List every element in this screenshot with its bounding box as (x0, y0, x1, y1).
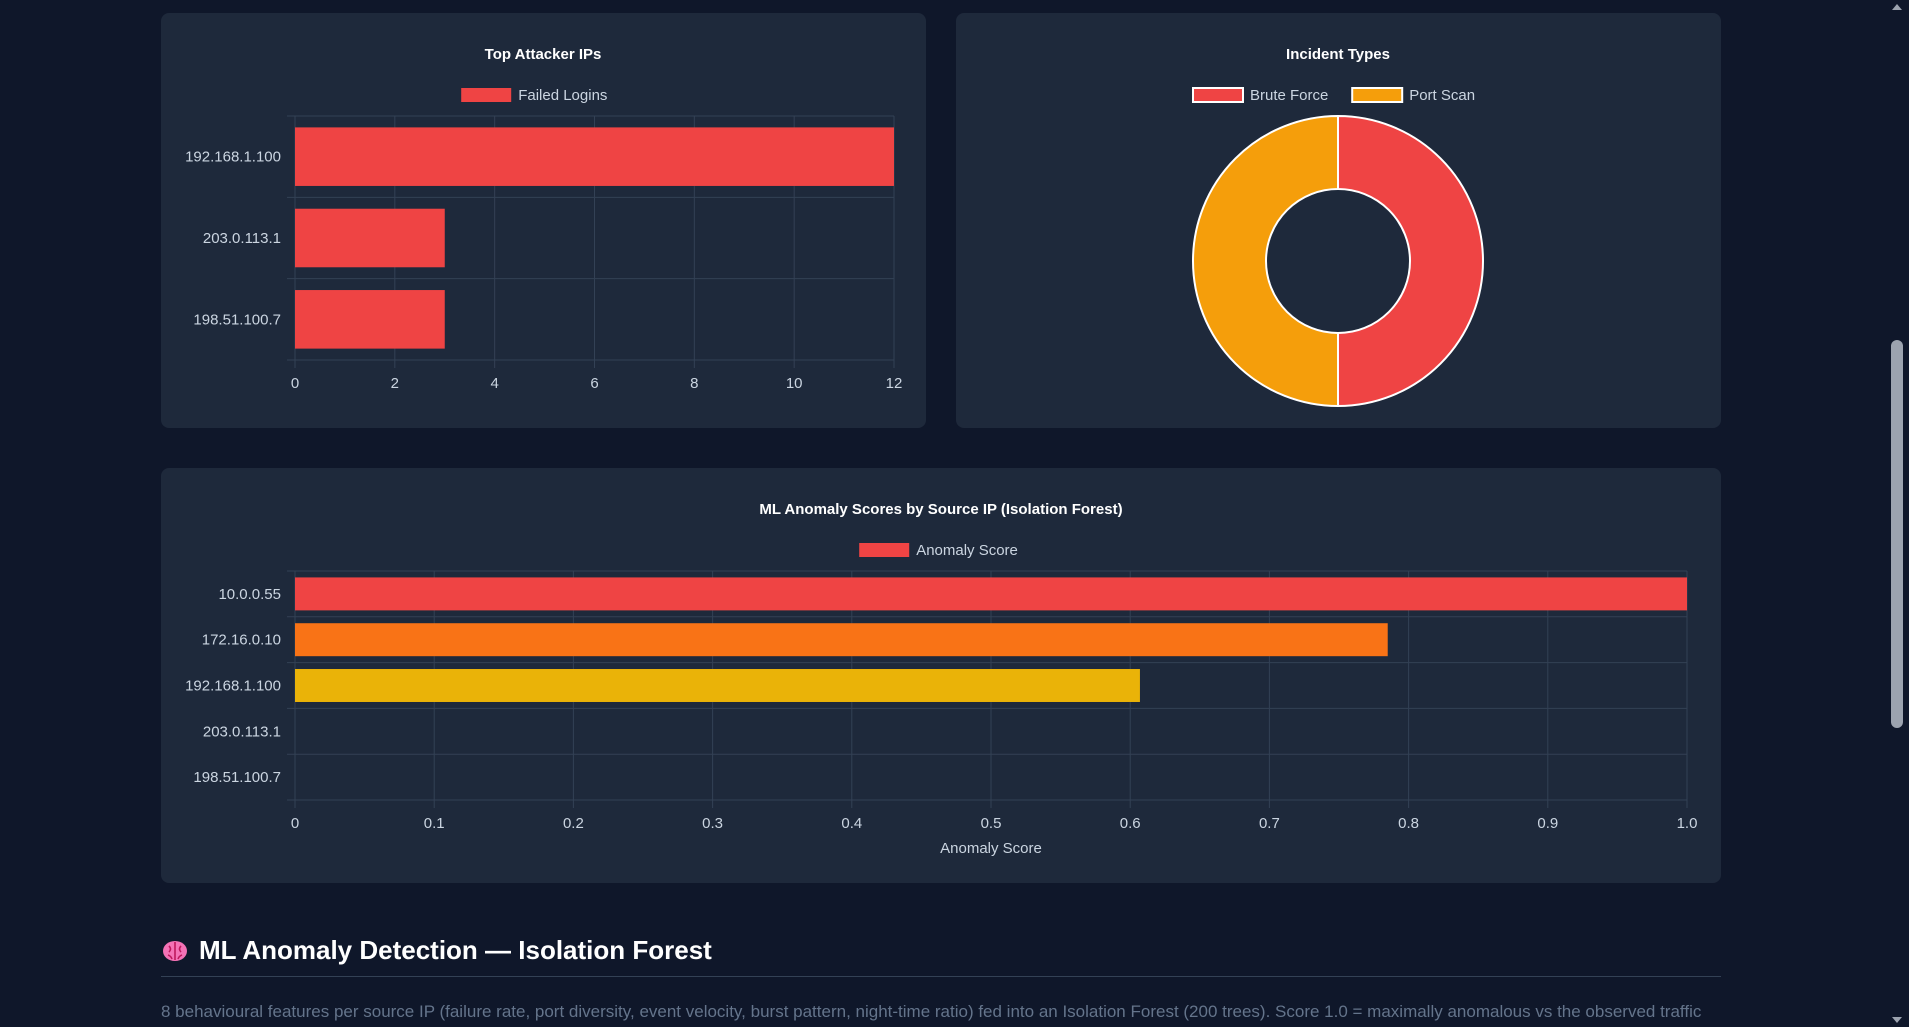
x-tick-label: 0.2 (563, 815, 584, 832)
scroll-down-arrow-icon[interactable] (1892, 1017, 1902, 1023)
anomaly-scores-panel: ML Anomaly Scores by Source IP (Isolatio… (161, 468, 1721, 883)
y-tick-label: 203.0.113.1 (203, 230, 281, 247)
y-tick-label: 192.168.1.100 (185, 678, 281, 695)
x-tick-label: 0 (291, 815, 299, 832)
slice-brute-force (1337, 114, 1484, 408)
x-tick-label: 6 (590, 375, 598, 392)
y-tick-label: 203.0.113.1 (203, 723, 281, 740)
x-tick-label: 12 (886, 375, 903, 392)
section-heading: ML Anomaly Detection — Isolation Forest (161, 935, 712, 966)
page-scrollbar[interactable] (1885, 0, 1909, 1027)
chart-title: Top Attacker IPs (485, 46, 602, 63)
x-tick-label: 0.6 (1120, 815, 1141, 832)
scroll-up-arrow-icon[interactable] (1892, 4, 1902, 10)
legend-label-anomaly-score: Anomaly Score (916, 542, 1018, 559)
x-tick-label: 0.1 (424, 815, 445, 832)
x-tick-label: 1.0 (1677, 815, 1698, 832)
chart-title: ML Anomaly Scores by Source IP (Isolatio… (759, 501, 1122, 518)
y-tick-label: 198.51.100.7 (193, 311, 281, 328)
slice-port-scan (1192, 114, 1339, 408)
y-tick-label: 192.168.1.100 (185, 149, 281, 166)
brain-icon (161, 938, 189, 964)
x-tick-label: 8 (690, 375, 698, 392)
bar-192-168-1-100 (295, 127, 894, 186)
scroll-thumb[interactable] (1891, 340, 1903, 728)
bar-203-0-113-1 (295, 208, 445, 268)
section-heading-text: ML Anomaly Detection — Isolation Forest (199, 935, 712, 965)
legend-label-brute-force: Brute Force (1250, 87, 1328, 104)
y-tick-label: 10.0.0.55 (218, 586, 281, 603)
x-tick-label: 0.8 (1398, 815, 1419, 832)
x-tick-label: 10 (786, 375, 803, 392)
bar-192-168-1-100 (295, 669, 1140, 702)
top-attacker-ips-panel: Top Attacker IPs Failed Logins 0 2 4 6 8 10 12 19… (161, 13, 926, 428)
legend-label-port-scan: Port Scan (1409, 87, 1475, 104)
x-tick-label: 0.3 (702, 815, 723, 832)
legend-swatch-port-scan (1351, 87, 1404, 103)
x-tick-label: 0 (291, 375, 299, 392)
x-tick-label: 0.5 (981, 815, 1002, 832)
legend-swatch-failed-logins (461, 88, 512, 102)
x-tick-label: 0.9 (1537, 815, 1558, 832)
legend-swatch-brute-force (1192, 87, 1244, 103)
section-description: 8 behavioural features per source IP (fa… (161, 1002, 1702, 1021)
x-tick-label: 4 (490, 375, 498, 392)
section-divider (161, 976, 1721, 977)
bar-172-16-0-10 (295, 623, 1388, 657)
x-tick-label: 0.7 (1259, 815, 1280, 832)
x-tick-label: 2 (391, 375, 399, 392)
x-axis-title: Anomaly Score (940, 840, 1042, 857)
chart-title: Incident Types (1286, 46, 1390, 63)
anomaly-scores-chart: ML Anomaly Scores by Source IP (Isolatio… (185, 501, 1698, 857)
legend-label-failed-logins: Failed Logins (518, 87, 607, 104)
legend-swatch-anomaly-score (859, 543, 910, 557)
top-attacker-ips-chart: Top Attacker IPs Failed Logins 0 2 4 6 8 10 12 19… (185, 46, 903, 392)
y-tick-label: 172.16.0.10 (202, 632, 281, 649)
y-tick-label: 198.51.100.7 (193, 769, 281, 786)
x-tick-label: 0.4 (841, 815, 862, 832)
incident-types-panel: Incident Types Brute Force Port Scan (956, 13, 1721, 428)
bar-10-0-0-55 (295, 577, 1687, 611)
bar-198-51-100-7 (295, 290, 445, 349)
incident-types-chart: Incident Types Brute Force Port Scan (1192, 46, 1484, 408)
